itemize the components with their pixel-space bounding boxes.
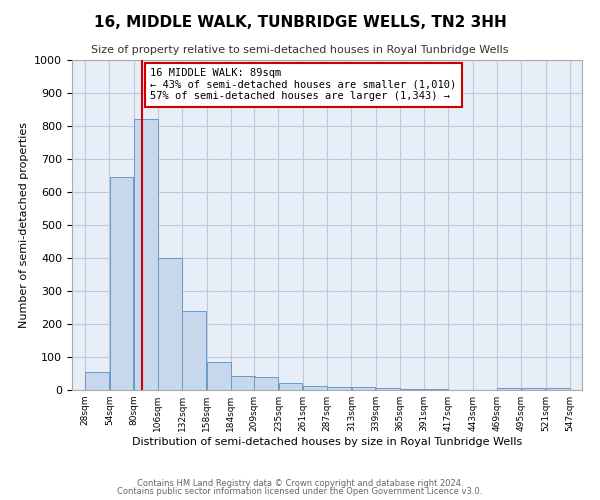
Bar — [85, 372, 109, 390]
Bar — [278, 382, 302, 390]
Text: 16, MIDDLE WALK, TUNBRIDGE WELLS, TN2 3HH: 16, MIDDLE WALK, TUNBRIDGE WELLS, TN2 3H… — [94, 15, 506, 30]
Text: 16 MIDDLE WALK: 89sqm
← 43% of semi-detached houses are smaller (1,010)
57% of s: 16 MIDDLE WALK: 89sqm ← 43% of semi-deta… — [151, 68, 457, 102]
Text: Contains public sector information licensed under the Open Government Licence v3: Contains public sector information licen… — [118, 487, 482, 496]
Bar — [231, 376, 255, 390]
Bar — [303, 386, 327, 390]
Y-axis label: Number of semi-detached properties: Number of semi-detached properties — [19, 122, 29, 328]
Bar — [134, 120, 158, 390]
Text: Size of property relative to semi-detached houses in Royal Tunbridge Wells: Size of property relative to semi-detach… — [91, 45, 509, 55]
Bar — [158, 258, 182, 390]
Bar — [400, 388, 424, 390]
Bar — [352, 386, 376, 390]
Bar — [376, 388, 400, 390]
Bar — [497, 388, 521, 390]
Bar — [521, 388, 545, 390]
Bar — [110, 177, 133, 390]
Text: Contains HM Land Registry data © Crown copyright and database right 2024.: Contains HM Land Registry data © Crown c… — [137, 478, 463, 488]
Bar — [207, 362, 230, 390]
X-axis label: Distribution of semi-detached houses by size in Royal Tunbridge Wells: Distribution of semi-detached houses by … — [132, 437, 522, 447]
Bar — [327, 386, 351, 390]
Bar — [546, 388, 569, 390]
Bar — [182, 311, 206, 390]
Bar — [254, 378, 278, 390]
